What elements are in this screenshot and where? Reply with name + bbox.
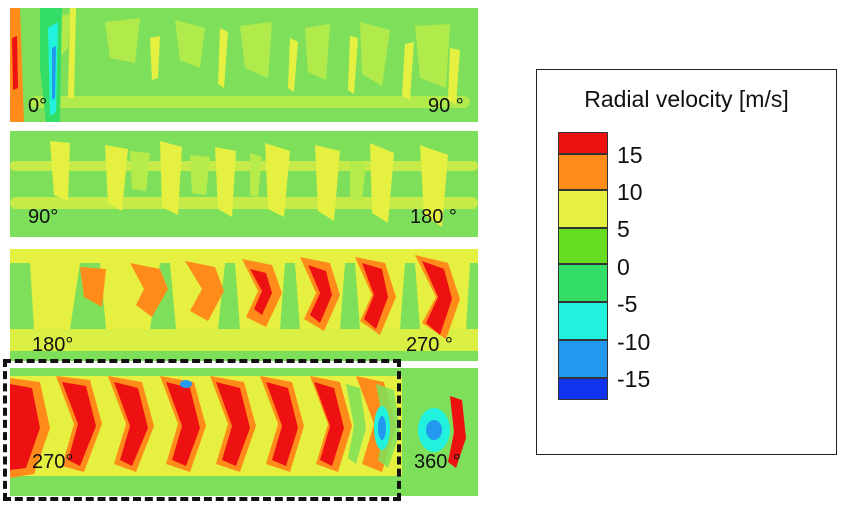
- angle-label-end: 360 °: [414, 451, 461, 473]
- inlet-jet: [10, 8, 62, 122]
- legend-tick-label: -15: [617, 366, 651, 392]
- angle-label-end: 270 °: [406, 334, 453, 356]
- legend-swatch: [558, 264, 608, 302]
- contour-plot-0-90: [10, 8, 478, 122]
- angle-label-start: 90°: [28, 206, 59, 228]
- angle-label-end: 180 °: [410, 206, 457, 228]
- contour-plot-90-180: [10, 131, 478, 237]
- angle-label-start: 180°: [32, 334, 74, 356]
- legend-swatch: [558, 228, 608, 264]
- angle-label-start: 270°: [32, 451, 74, 473]
- legend-tick-label: 15: [617, 142, 643, 168]
- legend-tick-label: -5: [617, 291, 638, 317]
- legend-swatch: [558, 190, 608, 228]
- contour-panel-180-270: 180° 270 °: [10, 249, 478, 361]
- legend-swatch: [558, 302, 608, 340]
- legend-swatch: [558, 340, 608, 378]
- background-field: [10, 131, 478, 237]
- legend-tick-label: 0: [617, 254, 630, 280]
- legend-tick-label: -10: [617, 329, 651, 355]
- contour-plot-180-270: [10, 249, 478, 361]
- angle-label-start: 0°: [28, 95, 48, 117]
- legend-swatch: [558, 154, 608, 190]
- legend-swatch: [558, 132, 608, 154]
- contour-panel-90-180: 90° 180 °: [10, 131, 478, 237]
- legend-swatch: [558, 378, 608, 400]
- angle-label-end: 90 °: [428, 95, 464, 117]
- legend-title: Radial velocity [m/s]: [584, 86, 789, 112]
- colorbar-legend: Radial velocity [m/s] 15 10 5 0 -5 -10 -…: [536, 69, 837, 455]
- highlight-dashed-box: [3, 359, 401, 501]
- legend-tick-label: 10: [617, 179, 643, 205]
- contour-panel-0-90: 0° 90 °: [10, 8, 478, 122]
- legend-tick-label: 5: [617, 216, 630, 242]
